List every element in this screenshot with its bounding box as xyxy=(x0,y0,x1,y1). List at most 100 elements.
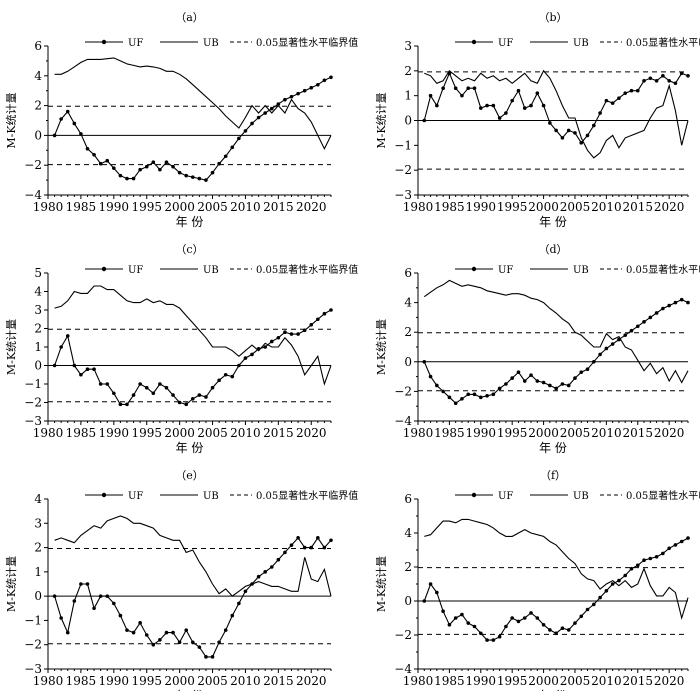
uf-point xyxy=(478,395,483,400)
uf-point xyxy=(52,594,57,598)
uf-point xyxy=(210,655,215,659)
x-tick-label: 2010 xyxy=(591,200,622,214)
uf-point xyxy=(661,551,665,556)
legend-ub-label: UB xyxy=(573,38,589,49)
legend-uf-marker xyxy=(471,492,477,498)
uf-point xyxy=(59,345,63,349)
uf-point xyxy=(190,175,195,179)
uf-point xyxy=(447,395,452,400)
uf-point xyxy=(548,383,552,388)
uf-point xyxy=(98,594,103,598)
uf-point xyxy=(210,385,215,390)
uf-point xyxy=(151,391,156,396)
x-tick-label: 1995 xyxy=(497,674,528,688)
y-tick-label: 0 xyxy=(34,359,42,373)
uf-point xyxy=(648,76,653,81)
uf-point xyxy=(472,86,477,91)
legend-crit-label: 0.05显著性水平临界值 xyxy=(256,489,358,502)
uf-point xyxy=(491,392,496,397)
x-tick-label: 1980 xyxy=(33,200,64,214)
y-axis-title: M-K统计量 xyxy=(5,319,18,375)
uf-point xyxy=(131,630,136,635)
uf-point xyxy=(497,116,502,120)
uf-point xyxy=(535,616,540,620)
legend-uf-label: UF xyxy=(128,491,143,502)
uf-point xyxy=(497,386,502,391)
legend-uf-marker xyxy=(101,39,107,45)
uf-point xyxy=(223,154,228,159)
x-tick-label: 1980 xyxy=(403,674,434,688)
uf-point xyxy=(79,132,83,136)
series-line-uf xyxy=(423,71,689,144)
uf-point xyxy=(269,106,274,111)
uf-point xyxy=(256,347,261,351)
uf-point xyxy=(309,85,314,90)
uf-point xyxy=(610,582,615,586)
x-tick-label: 2000 xyxy=(528,200,559,214)
x-tick-label: 1995 xyxy=(497,426,528,440)
uf-point xyxy=(158,382,162,386)
uf-point xyxy=(522,616,527,620)
x-tick-label: 2015 xyxy=(263,426,294,440)
uf-point xyxy=(642,558,646,562)
y-tick-label: 4 xyxy=(34,492,42,506)
uf-point xyxy=(118,402,123,407)
uf-point xyxy=(654,78,659,83)
uf-point xyxy=(243,589,248,594)
y-tick-label: −4 xyxy=(24,188,42,202)
uf-point xyxy=(560,136,565,140)
uf-point xyxy=(302,328,307,333)
uf-point xyxy=(322,78,327,83)
uf-point xyxy=(566,628,571,632)
y-tick-label: 2 xyxy=(34,322,42,336)
uf-point xyxy=(309,323,314,327)
panel-title: （d） xyxy=(538,243,567,256)
uf-point xyxy=(322,311,327,316)
uf-point xyxy=(529,103,533,108)
uf-point xyxy=(679,297,684,302)
uf-point xyxy=(276,557,281,562)
x-tick-label: 1990 xyxy=(466,426,497,440)
x-tick-label: 1985 xyxy=(66,426,97,440)
uf-point xyxy=(131,176,136,181)
legend-crit-label: 0.05显著性水平临界值 xyxy=(256,36,358,49)
uf-point xyxy=(592,360,596,364)
uf-point xyxy=(478,106,483,110)
legend-uf-marker xyxy=(101,492,107,498)
uf-point xyxy=(466,621,471,625)
uf-point xyxy=(472,624,477,629)
x-tick-label: 1995 xyxy=(131,200,162,214)
uf-point xyxy=(648,556,653,561)
panel-title: （c） xyxy=(175,243,203,256)
uf-point xyxy=(276,335,281,340)
uf-point xyxy=(296,91,300,96)
uf-point xyxy=(230,374,235,379)
y-tick-label: −3 xyxy=(24,662,42,676)
uf-point xyxy=(478,631,483,636)
series-line-uf xyxy=(54,536,332,658)
y-axis-title: M-K统计量 xyxy=(375,319,388,375)
uf-point xyxy=(138,382,142,386)
uf-point xyxy=(151,642,156,647)
uf-point xyxy=(604,589,609,593)
y-tick-label: 0 xyxy=(404,114,412,128)
uf-point xyxy=(112,391,116,396)
uf-point xyxy=(112,166,116,170)
series-line-uf xyxy=(423,537,689,641)
uf-point xyxy=(217,161,221,166)
y-tick-label: −3 xyxy=(24,414,42,428)
y-tick-label: 4 xyxy=(404,526,412,540)
uf-point xyxy=(491,103,496,108)
uf-point xyxy=(204,655,208,659)
uf-point xyxy=(522,106,527,110)
y-tick-label: −1 xyxy=(24,613,42,627)
panel-title: （f） xyxy=(540,469,566,482)
y-tick-label: 0 xyxy=(34,589,42,603)
uf-point xyxy=(171,393,175,397)
panel-title: （a） xyxy=(175,11,204,24)
uf-point xyxy=(585,133,590,138)
y-tick-label: −2 xyxy=(394,163,412,177)
uf-point xyxy=(256,115,261,120)
uf-point xyxy=(164,160,169,165)
